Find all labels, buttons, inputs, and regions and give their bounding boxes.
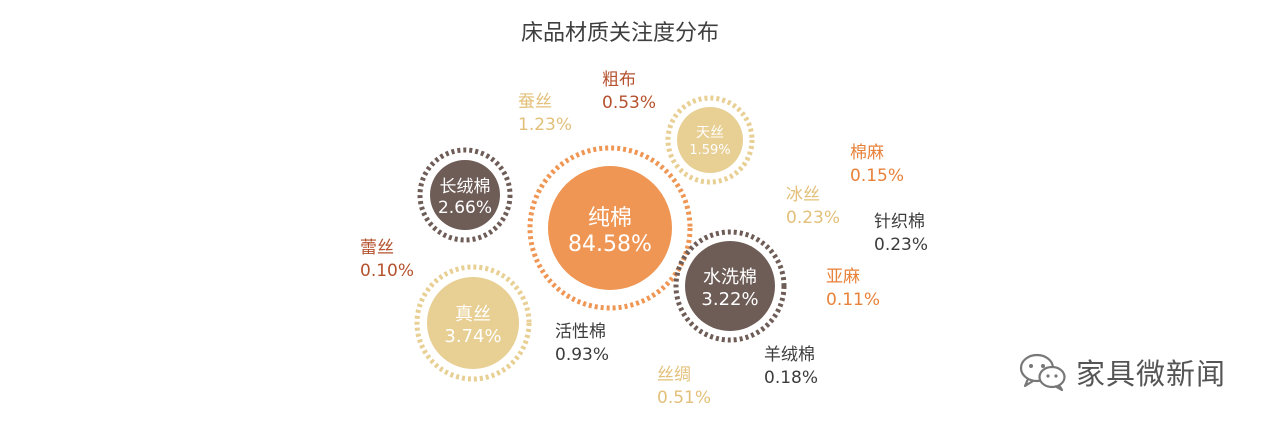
watermark: 家具微新闻	[1018, 350, 1226, 394]
bubble-category-label: 天丝	[696, 125, 724, 141]
bubble-value-label: 2.66%	[438, 198, 492, 218]
bubble-ring-item-3	[417, 147, 513, 243]
bubble-item-0	[548, 166, 672, 290]
watermark-text: 家具微新闻	[1076, 357, 1227, 391]
category-label: 丝绸	[657, 365, 691, 385]
value-label: 0.23%	[874, 235, 928, 255]
bubble-category-label: 水洗棉	[703, 267, 757, 288]
value-label: 1.23%	[518, 115, 572, 135]
category-label: 羊绒棉	[764, 345, 815, 365]
value-label: 0.18%	[764, 368, 818, 388]
value-label: 0.51%	[657, 388, 711, 408]
bubble-ring-item-1	[414, 264, 532, 382]
bubble-value-label: 84.58%	[568, 232, 652, 257]
bubble-ring-item-4	[665, 95, 755, 185]
value-label: 0.10%	[360, 261, 414, 281]
bubble-ring-item-2	[673, 229, 787, 343]
category-label: 蕾丝	[360, 238, 394, 258]
bubble-item-1	[427, 277, 519, 369]
bubble-ring-item-0	[527, 145, 693, 311]
category-label: 活性棉	[555, 322, 606, 342]
value-label: 0.11%	[826, 290, 880, 310]
bubble-item-3	[430, 160, 500, 230]
bubble-item-2	[685, 241, 775, 331]
bubble-category-label: 真丝	[455, 304, 491, 325]
category-label: 亚麻	[826, 267, 860, 287]
value-label: 0.23%	[786, 208, 840, 228]
category-label: 粗布	[602, 70, 636, 90]
bubble-category-label: 长绒棉	[440, 177, 491, 197]
chart-title: 床品材质关注度分布	[521, 21, 719, 46]
wechat-icon	[1019, 353, 1066, 392]
value-label: 0.93%	[555, 345, 609, 365]
bubble-value-label: 3.22%	[701, 289, 758, 310]
bubble-category-label: 纯棉	[588, 206, 632, 231]
category-label: 蚕丝	[518, 92, 552, 112]
bubble-value-label: 3.74%	[444, 326, 501, 347]
bubble-item-4	[677, 107, 743, 173]
bubble-value-label: 1.59%	[689, 143, 730, 158]
category-label: 冰丝	[786, 185, 820, 205]
category-label: 棉麻	[850, 143, 884, 163]
value-label: 0.15%	[850, 166, 904, 186]
value-label: 0.53%	[602, 93, 656, 113]
category-label: 针织棉	[874, 212, 925, 232]
bubbles-layer	[414, 95, 787, 382]
